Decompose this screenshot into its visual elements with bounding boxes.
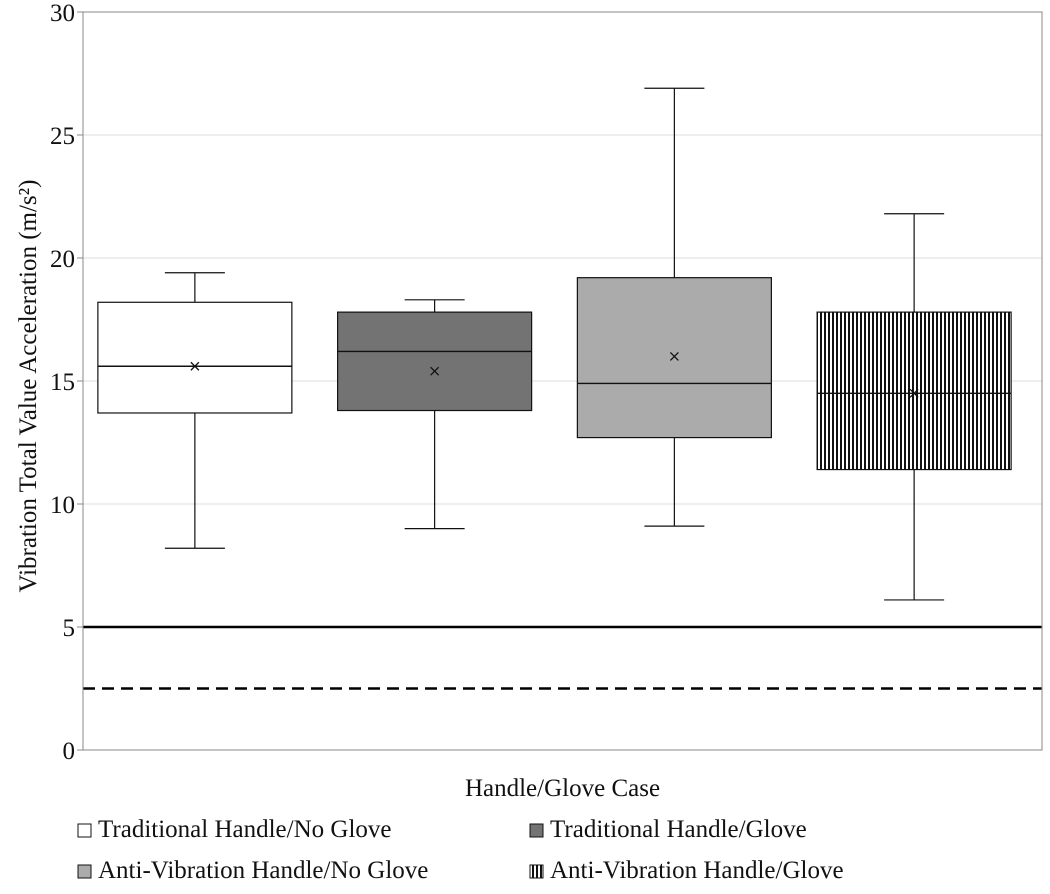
legend-item-1: Traditional Handle/No Glove <box>77 816 391 843</box>
boxes <box>97 87 1012 601</box>
legend-label: Traditional Handle/No Glove <box>98 816 391 843</box>
y-tick-label: 15 <box>50 369 75 396</box>
y-axis-ticks: 0 5 10 15 20 25 30 <box>50 0 83 765</box>
iqr-box <box>816 311 1012 471</box>
mean-marker <box>669 351 679 361</box>
legend-label: Anti-Vibration Handle/No Glove <box>98 857 428 884</box>
mean-marker <box>190 361 200 371</box>
box-2 <box>337 299 533 530</box>
mean-marker <box>430 366 440 376</box>
box-1 <box>97 272 293 549</box>
legend-swatch <box>529 864 544 879</box>
box-3 <box>576 87 772 527</box>
y-tick-label: 20 <box>50 246 75 273</box>
legend-label: Anti-Vibration Handle/Glove <box>550 857 844 884</box>
legend-swatch <box>77 864 92 879</box>
y-tick-label: 10 <box>50 492 75 519</box>
y-tick-label: 0 <box>63 738 76 765</box>
y-tick-label: 25 <box>50 123 75 150</box>
iqr-box <box>97 301 293 414</box>
legend-item-4: Anti-Vibration Handle/Glove <box>529 857 844 884</box>
legend-swatch <box>77 823 92 838</box>
legend-swatch <box>529 823 544 838</box>
y-tick-label: 30 <box>50 0 75 27</box>
legend-label: Traditional Handle/Glove <box>550 816 807 843</box>
reference-lines <box>83 625 1042 690</box>
box-4 <box>816 213 1012 601</box>
plot-area-frame <box>82 11 1043 751</box>
iqr-box <box>337 311 533 412</box>
legend-item-3: Anti-Vibration Handle/No Glove <box>77 857 428 884</box>
y-tick-label: 5 <box>63 615 76 642</box>
legend-item-2: Traditional Handle/Glove <box>529 816 807 843</box>
x-axis-title: Handle/Glove Case <box>465 775 660 802</box>
y-axis-title: Vibration Total Value Acceleration (m/s²… <box>15 180 42 593</box>
mean-marker <box>909 388 919 398</box>
legend: Traditional Handle/No Glove Traditional H… <box>77 816 844 884</box>
iqr-box <box>576 277 772 439</box>
